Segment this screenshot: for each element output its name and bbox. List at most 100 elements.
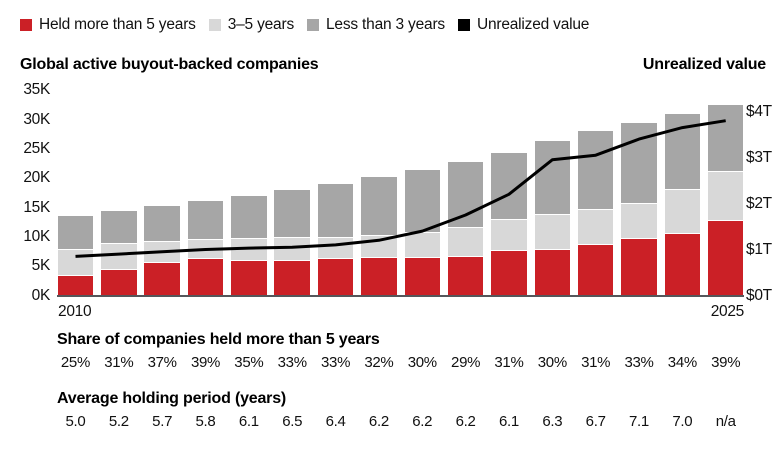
holding-value-2015: 6.5 <box>282 413 303 430</box>
holding-value-2021: 6.3 <box>542 413 563 430</box>
legend: Held more than 5 years 3–5 years Less than… <box>20 16 589 34</box>
holding-section-title: Average holding period (years) <box>57 390 287 407</box>
bar-segment-2022-series-0 <box>577 244 614 296</box>
legend-item-unrealized-value: Unrealized value <box>457 16 590 34</box>
share-value-2010: 25% <box>60 354 90 371</box>
bar-segment-2013-series-2 <box>187 200 224 240</box>
bar-segment-2020-series-1 <box>491 219 527 251</box>
left-axis-tick: 5K <box>31 257 51 275</box>
bar-segment-2021-series-2 <box>534 141 571 214</box>
share-value-2025: 39% <box>711 354 741 371</box>
x-axis-start-label: 2010 <box>58 303 92 320</box>
bar-segment-2019-series-1 <box>447 228 484 257</box>
bar-segment-2021-series-1 <box>534 214 571 249</box>
legend-label: 3–5 years <box>227 16 294 33</box>
bar-segment-2024-series-1 <box>664 190 701 234</box>
bar-segment-2024-series-0 <box>664 234 701 296</box>
bar-segment-2015-series-2 <box>274 189 310 238</box>
bar-segment-2013-series-1 <box>187 240 224 258</box>
share-value-2019: 29% <box>451 354 481 371</box>
holding-value-2018: 6.2 <box>412 413 433 430</box>
bar-segment-2014-series-0 <box>231 260 267 296</box>
legend-item-3-5-years: 3–5 years <box>208 16 294 34</box>
bar-segment-2010-series-0 <box>57 276 94 296</box>
bar-segment-2016-series-2 <box>317 183 354 237</box>
bar-segment-2013-series-0 <box>187 259 224 296</box>
legend-item-less-than-3-years: Less than 3 years <box>307 16 445 34</box>
bar-segment-2010-series-1 <box>57 250 94 276</box>
left-axis-tick: 35K <box>23 81 50 99</box>
bar-segment-2018-series-2 <box>404 169 440 233</box>
left-axis-tick: 20K <box>23 169 50 187</box>
bar-segment-2011-series-0 <box>101 269 137 296</box>
x-axis-end-label: 2025 <box>710 303 745 320</box>
bar-segment-2012-series-1 <box>144 241 180 262</box>
share-section-title: Share of companies held more than 5 year… <box>57 331 380 348</box>
bar-segment-2025-series-1 <box>707 172 744 221</box>
bar-segment-2021-series-0 <box>534 249 571 296</box>
left-axis-tick: 10K <box>23 228 50 246</box>
right-axis-tick: $2T <box>746 194 772 212</box>
share-value-2018: 30% <box>407 354 437 371</box>
holding-value-2019: 6.2 <box>455 413 476 430</box>
holding-value-2020: 6.1 <box>498 413 519 430</box>
bar-segment-2018-series-1 <box>404 233 440 258</box>
bar-segment-2019-series-0 <box>447 257 484 296</box>
legend-label: Unrealized value <box>476 16 590 33</box>
left-axis-tick: 0K <box>31 286 51 304</box>
legend-swatch-unrealized-value <box>457 19 470 31</box>
bar-segment-2025-series-2 <box>707 105 744 172</box>
bar-segment-2022-series-1 <box>577 209 614 244</box>
share-value-2012: 37% <box>147 354 177 371</box>
holding-value-2016: 6.4 <box>325 413 346 430</box>
legend-item-held-more-than-5-years: Held more than 5 years <box>20 16 196 34</box>
right-axis-title: Unrealized value <box>642 56 766 73</box>
right-axis-tick: $3T <box>746 148 772 166</box>
holding-value-2012: 5.7 <box>152 413 173 430</box>
bar-segment-2022-series-2 <box>577 131 614 209</box>
share-value-2020: 31% <box>494 354 524 371</box>
share-value-2014: 35% <box>234 354 264 371</box>
right-axis-tick: $1T <box>746 240 772 258</box>
legend-swatch-less-than-3-years <box>307 19 319 31</box>
holding-value-2013: 5.8 <box>195 413 216 430</box>
right-axis-tick: $4T <box>746 102 772 120</box>
holding-value-2025: n/a <box>715 413 736 430</box>
bar-segment-2014-series-1 <box>231 239 267 260</box>
left-axis-tick: 25K <box>23 140 50 157</box>
bar-segment-2023-series-0 <box>621 239 657 296</box>
bar-segment-2024-series-2 <box>664 113 701 190</box>
bar-segment-2016-series-1 <box>317 237 354 258</box>
share-value-2011: 31% <box>104 354 134 371</box>
bar-segment-2012-series-0 <box>144 262 180 296</box>
share-value-2015: 33% <box>277 354 307 371</box>
bar-segment-2020-series-0 <box>491 251 527 296</box>
legend-label: Less than 3 years <box>326 16 445 33</box>
holding-value-2014: 6.1 <box>238 413 259 430</box>
share-value-2017: 32% <box>364 354 394 371</box>
holding-value-2022: 6.7 <box>585 413 606 430</box>
bar-segment-2010-series-2 <box>57 216 94 250</box>
share-value-2016: 33% <box>320 354 351 371</box>
bar-segment-2018-series-0 <box>404 258 440 296</box>
share-value-2022: 31% <box>581 354 611 371</box>
bar-segment-2023-series-2 <box>621 122 657 204</box>
share-value-2013: 39% <box>190 354 221 371</box>
holding-value-2024: 7.0 <box>672 413 693 430</box>
bar-segment-2012-series-2 <box>144 205 180 241</box>
bar-segment-2015-series-1 <box>274 238 310 260</box>
left-axis-tick: 15K <box>23 198 50 216</box>
share-value-2021: 30% <box>537 354 567 371</box>
x-axis-line <box>57 295 744 297</box>
bar-segment-2011-series-1 <box>101 244 137 269</box>
legend-label: Held more than 5 years <box>39 16 196 33</box>
bar-segment-2015-series-0 <box>274 260 310 296</box>
bar-segment-2019-series-2 <box>447 161 484 228</box>
left-axis-tick: 30K <box>23 110 50 128</box>
holding-value-2023: 7.1 <box>629 413 649 430</box>
bar-segment-2016-series-0 <box>317 259 354 296</box>
bar-segment-2017-series-1 <box>361 236 397 257</box>
holding-value-2017: 6.2 <box>368 413 389 430</box>
bar-segment-2017-series-2 <box>361 177 397 236</box>
